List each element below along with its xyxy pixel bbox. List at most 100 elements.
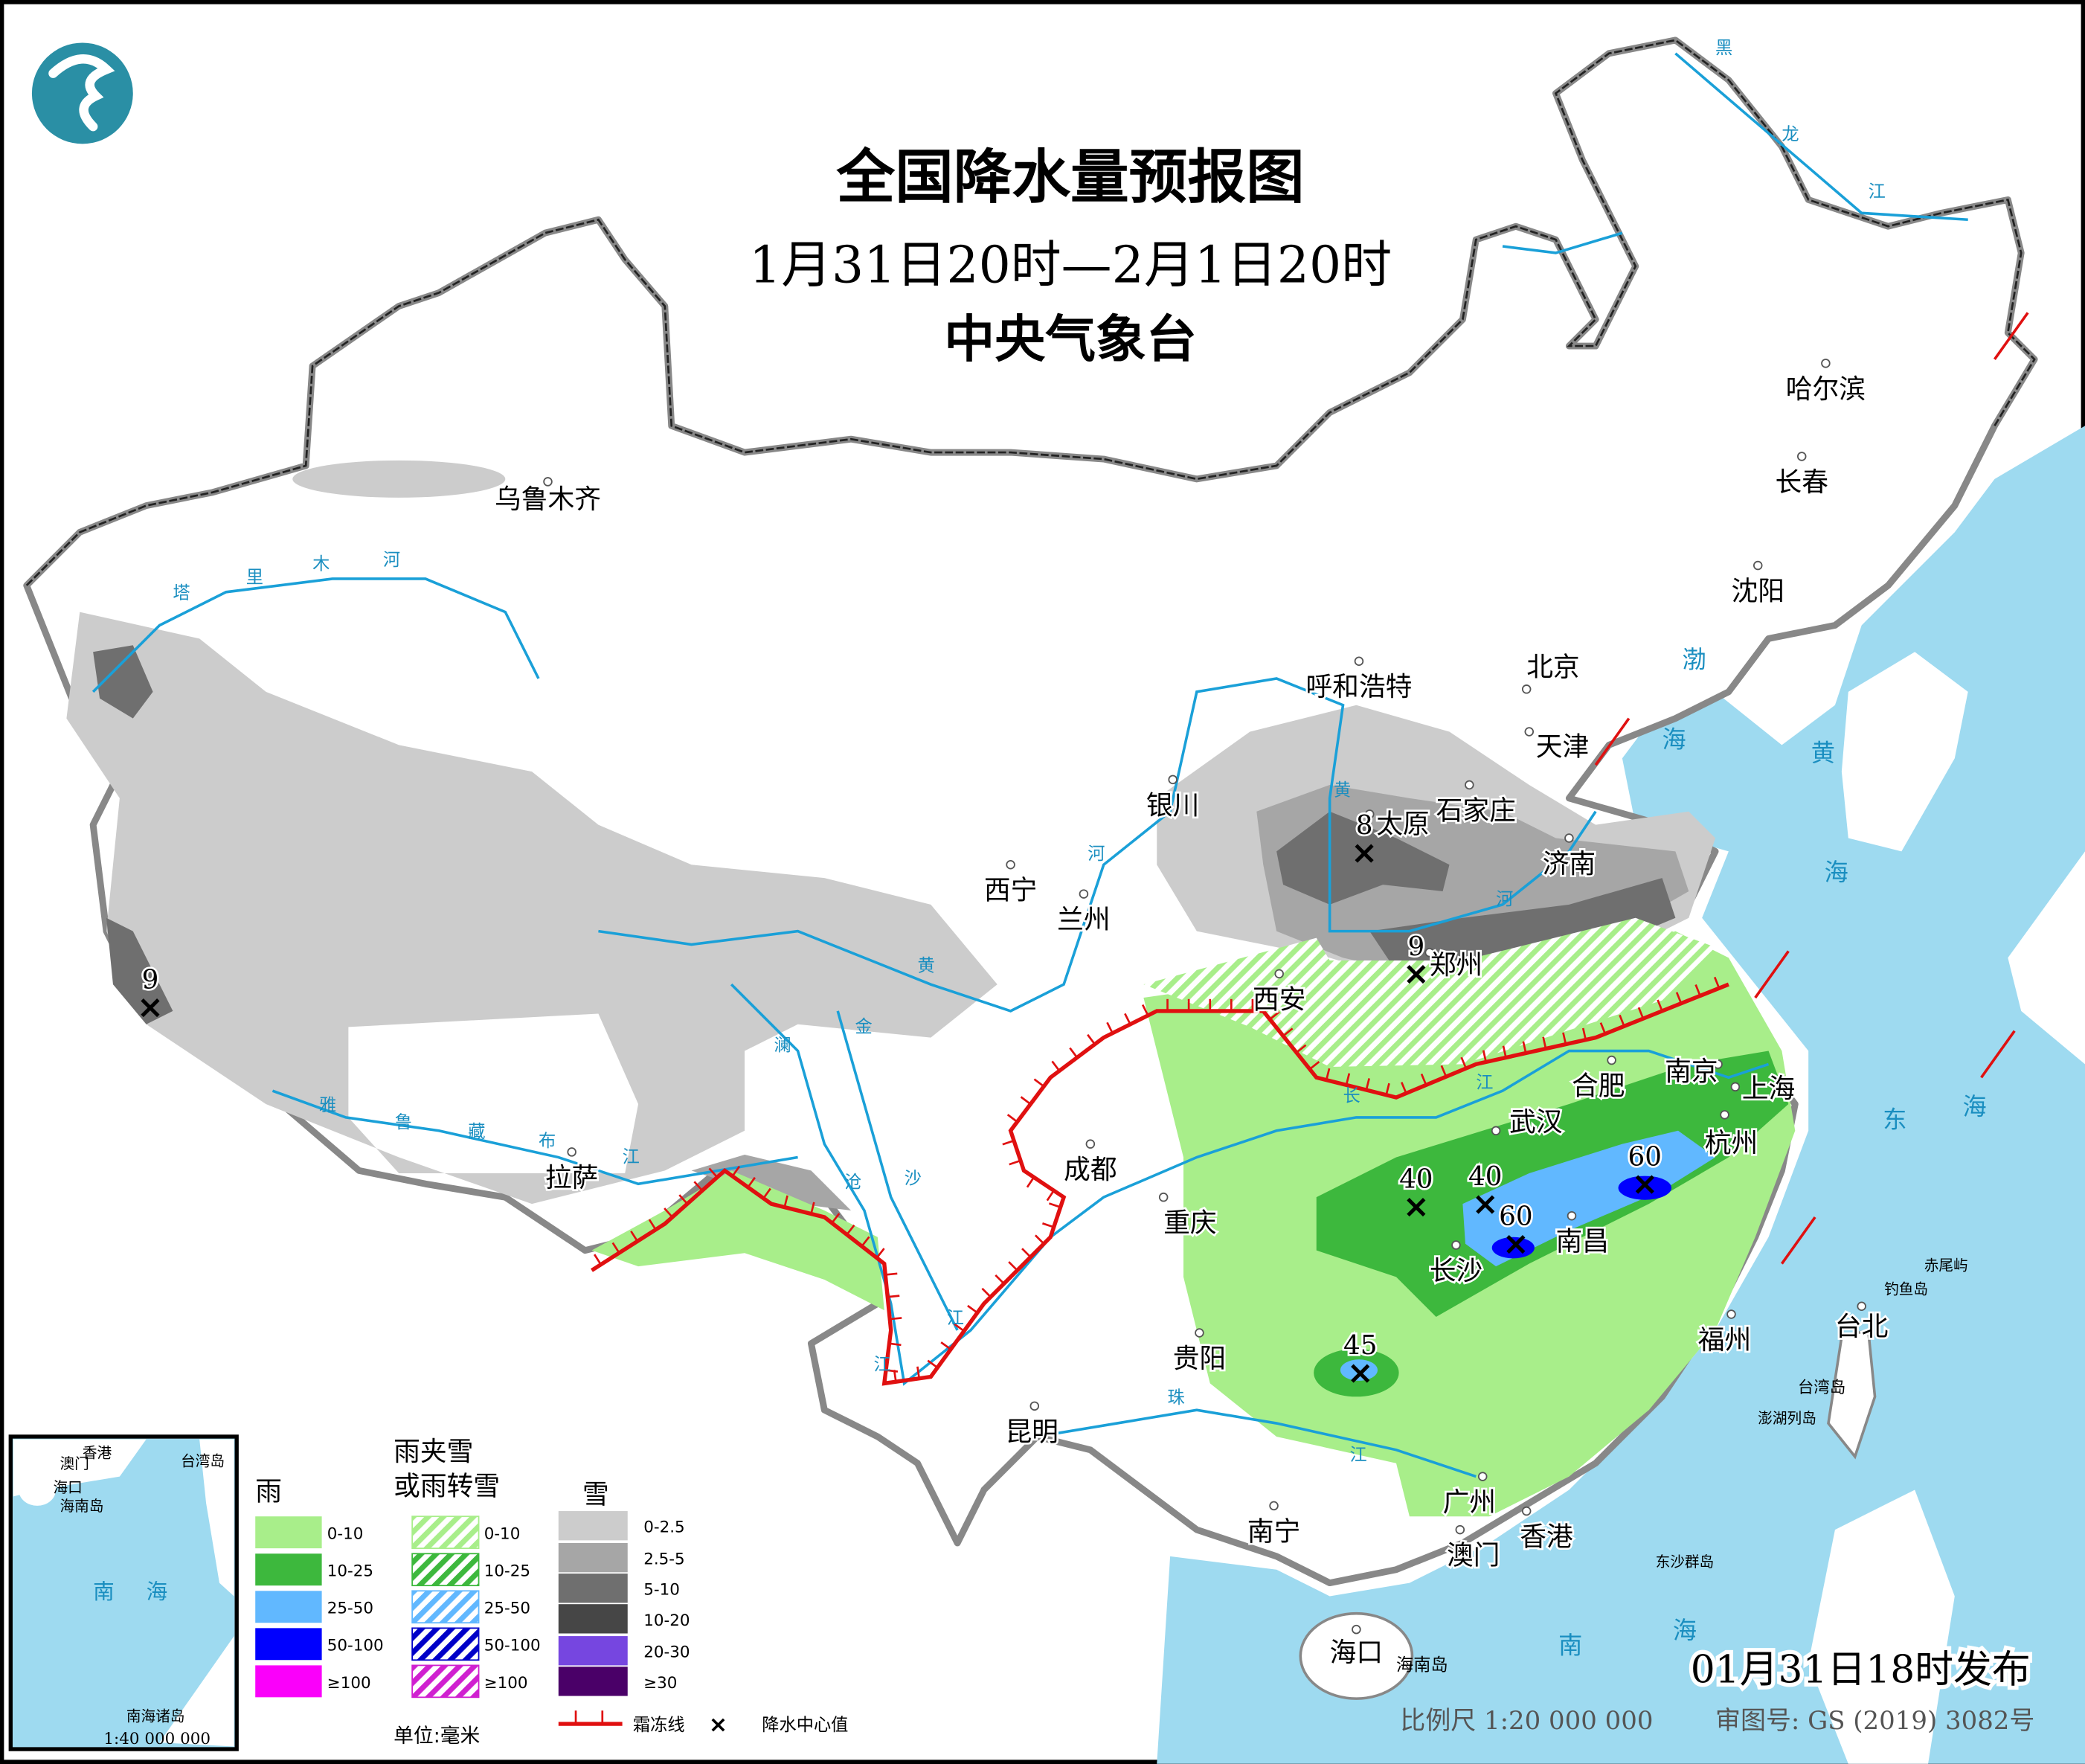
legend-snow-title: 雪 xyxy=(582,1479,609,1510)
city-label: 南宁 xyxy=(1247,1516,1301,1547)
legend-label: 20-30 xyxy=(643,1643,690,1662)
city-marker xyxy=(1753,560,1763,571)
river-label: 塔 xyxy=(173,583,190,603)
river-label: 里 xyxy=(246,567,263,587)
cma-logo xyxy=(31,42,133,144)
sea-label: 黄 xyxy=(1811,739,1835,767)
legend-label: 50-100 xyxy=(327,1637,384,1655)
legend-label: 5-10 xyxy=(643,1581,680,1600)
sea-label: 海 xyxy=(1963,1092,1987,1120)
legend-mixed-title: 或雨转雪 xyxy=(393,1472,500,1502)
legend-swatch-rain xyxy=(255,1628,322,1661)
philippines-land xyxy=(1808,1489,1955,1764)
city-label: 重庆 xyxy=(1163,1208,1217,1239)
river-label: 珠 xyxy=(1168,1388,1185,1408)
city-marker xyxy=(1158,1192,1169,1202)
city-label: 沈阳 xyxy=(1731,577,1784,607)
inset-label: 海南岛 xyxy=(60,1498,103,1515)
city-marker xyxy=(1354,656,1364,667)
legend-swatch-snow xyxy=(558,1511,628,1541)
inset-label: 海口 xyxy=(54,1479,83,1496)
city-marker xyxy=(1713,1059,1723,1069)
japan-land xyxy=(2008,851,2085,1065)
island-label: 东沙群岛 xyxy=(1656,1553,1715,1571)
x-mark-icon: × xyxy=(1503,1225,1529,1263)
legend-swatch-mixed xyxy=(411,1664,480,1699)
rivers xyxy=(91,52,1968,1478)
national-border xyxy=(25,39,2036,586)
issued-time: 01月31日18时发布 xyxy=(1691,1648,2031,1693)
river-label: 黑 xyxy=(1715,38,1732,58)
city-marker xyxy=(1451,1240,1461,1250)
river-label: 布 xyxy=(539,1131,556,1151)
city-marker xyxy=(1726,1309,1736,1319)
legend-label: 10-20 xyxy=(643,1611,690,1630)
river-labels: 塔里木 河雅鲁藏布江黄河黄河长江金沙江澜沧江珠江黑龙江 xyxy=(173,38,1885,1465)
x-mark-icon: × xyxy=(1403,955,1430,992)
legend-label: 25-50 xyxy=(484,1600,530,1618)
river-label: 江 xyxy=(873,1355,890,1375)
sea-label: 海 xyxy=(1673,1617,1697,1645)
legend-mixed-title: 雨夹雪 xyxy=(393,1437,473,1467)
city-label: 西宁 xyxy=(984,876,1038,906)
approval-number: 审图号: GS (2019) 3082号 xyxy=(1715,1706,2034,1736)
city-marker xyxy=(1821,359,1831,368)
river-label: 龙 xyxy=(1782,124,1799,144)
x-mark-icon: × xyxy=(1347,1354,1374,1391)
forecast-period: 1月31日20时—2月1日20时 xyxy=(749,236,1392,295)
inset-label: 香港 xyxy=(83,1445,112,1462)
legend-swatch-mixed xyxy=(411,1590,480,1624)
city-marker xyxy=(1607,1055,1616,1065)
frost-line-path xyxy=(591,982,1729,1386)
x-mark-icon: × xyxy=(1351,834,1378,871)
x-mark-icon: × xyxy=(709,1712,727,1738)
river-label: 藏 xyxy=(468,1122,485,1142)
issuer: 中央气象台 xyxy=(944,310,1197,369)
city-label: 台北 xyxy=(1835,1312,1889,1342)
city-marker xyxy=(1524,727,1535,737)
city-label: 天津 xyxy=(1536,732,1590,763)
city-label: 哈尔滨 xyxy=(1786,374,1866,405)
legend-swatch-snow xyxy=(558,1636,628,1666)
river-label: 雅 xyxy=(319,1095,336,1115)
legend-swatch-rain xyxy=(255,1516,322,1549)
legend-center-value: 降水中心值 xyxy=(762,1715,848,1735)
city-label: 杭州 xyxy=(1705,1128,1758,1158)
x-mark-icon: × xyxy=(1403,1188,1430,1225)
river-label: 沙 xyxy=(905,1168,922,1188)
city-marker xyxy=(1465,780,1474,790)
river-label: 澜 xyxy=(774,1036,791,1056)
center-value: 60 xyxy=(1628,1141,1662,1172)
city-label: 兰州 xyxy=(1057,905,1110,935)
precipitation-centers: ×8×9×9×40×40×60×60×45 xyxy=(137,808,1664,1391)
city-label: 上海 xyxy=(1742,1074,1796,1104)
legend-swatch-snow xyxy=(558,1542,628,1573)
map-title: 全国降水量预报图 xyxy=(835,142,1304,211)
city-label: 澳门 xyxy=(1447,1541,1500,1571)
legend-swatch-rain xyxy=(255,1553,322,1586)
south-china-sea-inset: 香港 澳门 台湾岛 海口 海南岛 南 海 南海诸岛 1:40 000 000 xyxy=(8,1434,239,1751)
city-marker xyxy=(1521,1506,1532,1516)
center-value: 9 xyxy=(142,965,159,995)
city-marker xyxy=(1857,1301,1866,1312)
legend-swatch-snow xyxy=(558,1667,628,1696)
city-marker xyxy=(1567,1210,1577,1221)
hainan-island xyxy=(1299,1611,1414,1700)
legend-label: 0-10 xyxy=(484,1525,521,1544)
city-label: 郑州 xyxy=(1430,950,1483,981)
legend-swatch-snow xyxy=(558,1604,628,1634)
city-label: 海口 xyxy=(1330,1638,1384,1668)
river-label: 江 xyxy=(1349,1445,1366,1465)
city-label: 北京 xyxy=(1526,652,1580,682)
city-marker xyxy=(1521,684,1532,694)
city-marker xyxy=(1491,1126,1501,1136)
city-marker xyxy=(1352,1624,1361,1635)
legend-frost-line: 霜冻线 xyxy=(633,1715,685,1735)
river-label: 河 xyxy=(1088,844,1105,864)
legend: 雨 雨夹雪 或雨转雪 雪 0-10 10-25 25-50 50-100 ≥100 0-1… xyxy=(239,1436,848,1750)
city-label: 南昌 xyxy=(1556,1227,1610,1257)
city-label: 武汉 xyxy=(1509,1107,1563,1138)
city-label: 银川 xyxy=(1146,790,1200,821)
river-label: 沧 xyxy=(844,1173,861,1193)
